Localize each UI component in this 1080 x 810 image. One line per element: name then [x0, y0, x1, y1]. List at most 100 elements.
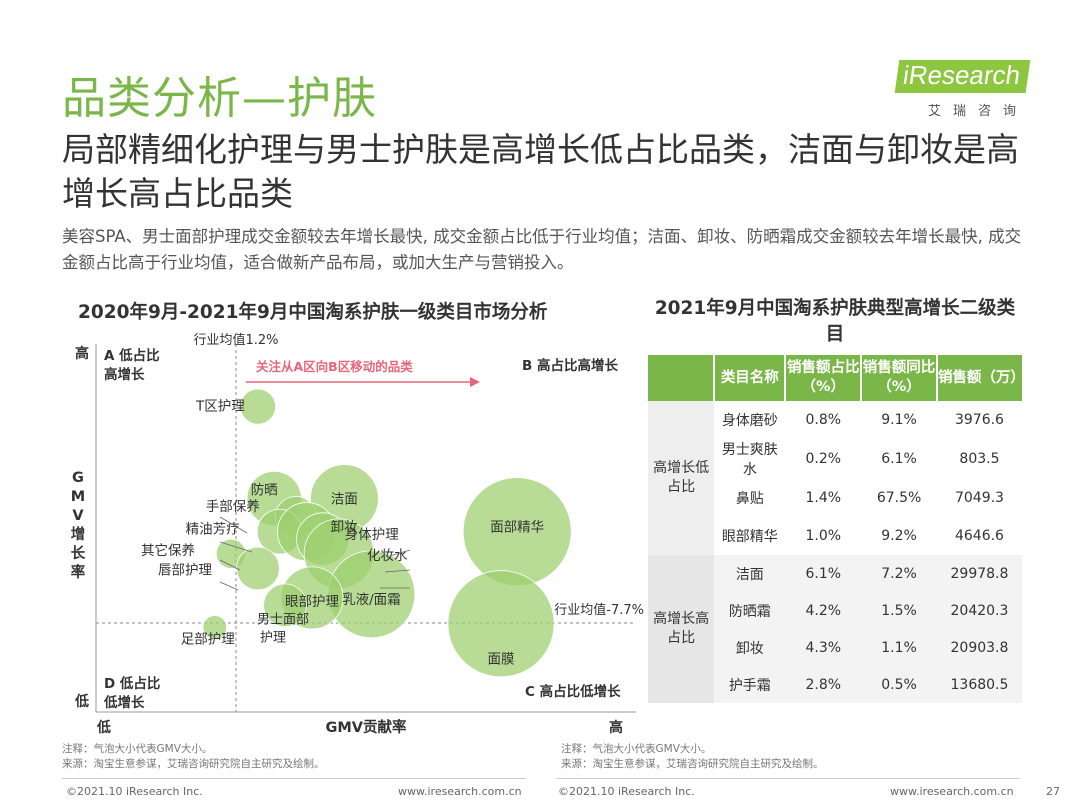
bubble-label: 化妆水 — [367, 548, 408, 564]
leader-line — [219, 559, 241, 571]
page-number: 27 — [1046, 785, 1060, 798]
x-high-label: 高 — [609, 719, 623, 736]
description: 美容SPA、男士面部护理成交金额较去年增长最快, 成交金额占比低于行业均值；洁面… — [62, 227, 1022, 272]
table-cell-sales: 803.5 — [959, 451, 1000, 467]
table-cell-name: 身体磨砂 — [721, 413, 778, 429]
table-cell-yoy: 1.1% — [861, 629, 937, 666]
headline: 局部精细化护理与男士护肤是高增长低占比品类，洁面与卸妆是高增长高占比品类 — [62, 130, 1019, 213]
quadrant-c-label: C 高占比低增长 — [525, 683, 621, 700]
bubble — [236, 546, 280, 591]
table-row: 防晒霜 4.2% 1.5% 20420.3 — [648, 592, 1022, 629]
bubble — [447, 570, 555, 678]
leader-line — [219, 516, 248, 534]
table-header-share: 销售额占比（%） — [784, 355, 862, 401]
table-row: 男士爽肤水 0.2% 6.1% 803.5 — [648, 439, 1022, 479]
table-cell-share: 1.0% — [805, 528, 842, 544]
table-cell-name: 鼻贴 — [735, 491, 764, 507]
leader-line — [389, 549, 411, 557]
table-cell-name: 防晒霜 — [714, 592, 786, 629]
table-cell-share: 4.3% — [785, 629, 862, 666]
bubble-label: 足部护理 — [181, 631, 235, 647]
y-axis-label-char: M — [71, 489, 85, 505]
table-header-sales: 销售额（万） — [935, 355, 1025, 401]
y-axis-label-char: 长 — [71, 544, 86, 562]
table-cell-share: 4.2% — [785, 592, 862, 629]
table-group-label: 高增长高占比 — [648, 555, 715, 703]
table-cell-name: 眼部精华 — [721, 529, 778, 545]
table-cell-yoy: 6.1% — [881, 451, 917, 467]
table-row: 高增长高占比 洁面 6.1% 7.2% 29978.8 — [648, 555, 1022, 703]
table-row: 护手霜 2.8% 0.5% 13680.5 — [648, 666, 1022, 703]
y-axis-label-char: G — [72, 470, 84, 486]
x-low-label: 低 — [96, 719, 111, 736]
page-title: 品类分析—护肤 — [62, 73, 377, 124]
quadrant-b-label: B 高占比高增长 — [522, 357, 618, 374]
high-growth-table: 类目名称 销售额占比（%） 销售额同比（%） 销售额（万） 高增长低占比 身体磨砂… — [648, 355, 1025, 703]
bubble-label: 其它保养 — [141, 542, 195, 559]
ref-x-label: 行业均值1.2% — [193, 332, 278, 348]
table-cell-sales: 13680.5 — [936, 666, 1022, 703]
table-cell-yoy: 9.2% — [881, 528, 917, 544]
bubble-label: 唇部护理 — [158, 562, 212, 578]
table-cell-name: 护手霜 — [714, 666, 786, 703]
bubble-label: 护理 — [260, 630, 286, 645]
table-header-row: 类目名称 销售额占比（%） 销售额同比（%） 销售额（万） — [648, 355, 1025, 401]
quadrant-a-label-2: 高增长 — [104, 366, 145, 383]
bubble-label: 洁面 — [331, 492, 358, 508]
table-row: 高增长低占比 身体磨砂 0.8% 9.1% 3976.6 — [648, 401, 1022, 555]
arrow-label: 关注从A区向B区移动的品类 — [256, 359, 413, 374]
table-title: 2021年9月中国淘系护肤典型高增长二级类目 — [654, 298, 1016, 345]
x-axis-label: GMV贡献率 — [325, 718, 407, 736]
y-low-label: 低 — [74, 693, 89, 710]
table-row: 眼部精华 1.0% 9.2% 4646.6 — [648, 517, 1022, 555]
table-cell-yoy: 9.1% — [881, 412, 917, 428]
table-cell-share: 1.4% — [805, 490, 842, 506]
bubble-label: T区护理 — [195, 399, 245, 415]
table-cell-yoy: 67.5% — [876, 490, 922, 506]
table-cell-name: 卸妆 — [714, 629, 786, 666]
table-cell-sales: 3976.6 — [954, 412, 1004, 428]
footer-divider-left — [62, 778, 526, 779]
bubble-label: 男士面部 — [257, 612, 309, 627]
right-note: 注释：气泡大小代表GMV大小。 — [561, 743, 712, 755]
bubble-label: 面膜 — [488, 652, 515, 668]
table-cell-sales: 7049.3 — [954, 490, 1004, 506]
bubble-label: 身体护理 — [345, 527, 399, 543]
y-axis-label-char: 率 — [71, 563, 86, 581]
table-cell-share: 2.8% — [785, 666, 862, 703]
left-source: 来源：淘宝生意参谋，艾瑞咨询研究院自主研究及绘制。 — [62, 758, 325, 770]
bubble — [263, 583, 307, 628]
table-header-empty — [648, 355, 715, 401]
bubble-label: 面部精华 — [490, 520, 544, 536]
table-cell-name: 洁面 — [714, 555, 786, 592]
left-note: 注释：气泡大小代表GMV大小。 — [62, 743, 213, 755]
bubble — [202, 615, 228, 640]
table-header-yoy: 销售额同比（%） — [860, 355, 937, 401]
table-cell-sales: 20420.3 — [936, 592, 1022, 629]
bubble-label: 手部保养 — [206, 499, 260, 515]
bubble-label: 乳液/面霜 — [342, 592, 401, 608]
leader-line — [219, 541, 253, 553]
table-cell-yoy: 1.5% — [861, 592, 937, 629]
bubble-label: 卸妆 — [331, 520, 358, 536]
table-cell-share: 0.2% — [805, 451, 842, 467]
table-body: 高增长低占比 身体磨砂 0.8% 9.1% 3976.6 男士爽肤水 0.2% 6.1% 803… — [648, 401, 1022, 703]
table-cell-yoy: 0.5% — [861, 666, 937, 703]
table-cell-sales: 29978.8 — [936, 555, 1022, 592]
arrow-head — [470, 377, 480, 387]
table-cell-yoy: 7.2% — [861, 555, 937, 592]
bubble-label: 精油芳疗 — [186, 522, 240, 538]
y-axis-label-char: V — [72, 508, 84, 524]
table-header-name: 类目名称 — [713, 355, 786, 401]
footer-copyright-right: ©2021.10 iResearch Inc. — [558, 785, 695, 798]
y-high-label: 高 — [75, 345, 89, 362]
footer-divider-right — [556, 778, 1020, 779]
ref-y-label: 行业均值-7.7% — [554, 602, 644, 618]
logo-sub: 艾瑞咨询 — [927, 104, 1028, 119]
iresearch-logo: iResearch 艾瑞咨询 — [894, 60, 1036, 120]
chart-title: 2020年9月-2021年9月中国淘系护肤一级类目市场分析 — [78, 302, 548, 323]
footer-url-left: www.iresearch.com.cn — [398, 785, 522, 798]
bubble-label: 防晒 — [251, 483, 278, 499]
table-cell-sales: 4646.6 — [954, 528, 1004, 544]
